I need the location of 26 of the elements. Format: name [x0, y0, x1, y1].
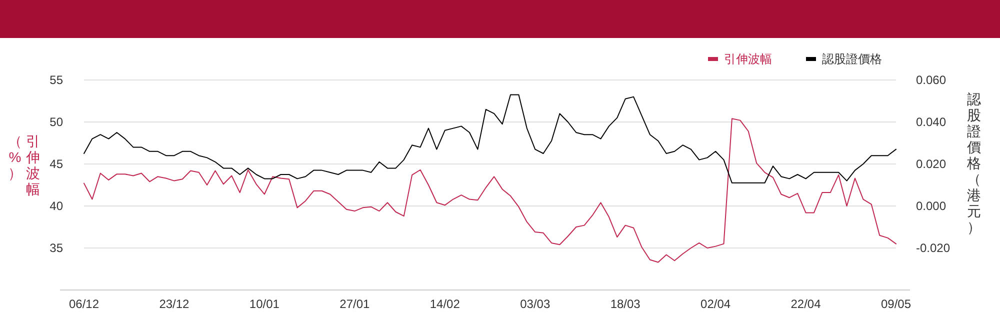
- text: 認股證價格（港元）: [967, 91, 981, 235]
- x-tick-label: 18/03: [610, 297, 641, 311]
- line-series: [84, 94, 896, 184]
- y-tick-label: 40: [50, 199, 64, 213]
- x-tick-label: 14/02: [430, 297, 460, 311]
- x-tick-label: 06/12: [68, 297, 100, 311]
- y-tick-label: 45: [50, 157, 64, 171]
- y2-tick-label: 0.040: [916, 115, 946, 129]
- y-tick-label: 55: [50, 73, 64, 87]
- legend-label: 引伸波幅: [724, 52, 772, 66]
- x-tick-label: 22/04: [790, 297, 822, 311]
- y-tick-label: 35: [50, 241, 64, 255]
- x-tick-label: 10/01: [249, 297, 280, 311]
- y-tick-label: 50: [50, 115, 64, 129]
- legend-label: 認股證價格: [822, 52, 882, 66]
- x-tick-label: 23/12: [159, 297, 190, 311]
- x-tick-label: 09/05: [880, 297, 912, 311]
- line-series: [84, 118, 896, 263]
- x-tick-label: 27/01: [340, 297, 370, 311]
- y2-tick-label: 0.000: [916, 199, 946, 213]
- y2-tick-label: 0.020: [916, 157, 946, 171]
- y2-tick-label: -0.020: [916, 241, 950, 255]
- x-tick-label: 02/04: [700, 297, 731, 311]
- text: 引伸波幅（%）: [8, 133, 40, 197]
- y2-tick-label: 0.060: [916, 73, 946, 87]
- x-tick-label: 03/03: [520, 297, 550, 311]
